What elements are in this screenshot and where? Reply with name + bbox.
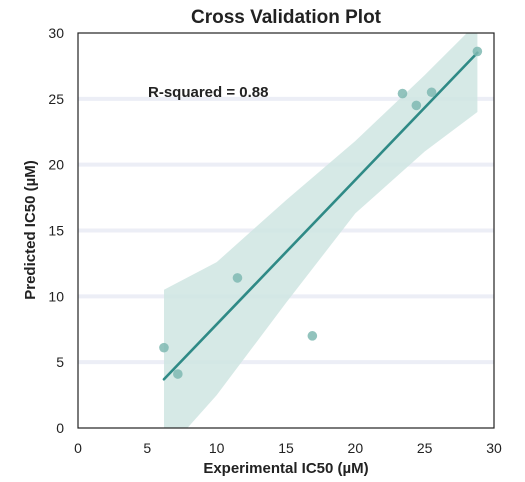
x-tick-label: 25 <box>417 440 433 456</box>
y-tick-label: 30 <box>48 25 64 41</box>
r-squared-annotation: R-squared = 0.88 <box>148 84 268 101</box>
data-point <box>411 100 422 111</box>
y-tick-label: 20 <box>48 157 64 173</box>
x-tick-label: 30 <box>486 440 502 456</box>
x-tick-label: 0 <box>74 440 82 456</box>
x-tick-label: 5 <box>143 440 151 456</box>
y-tick-label: 10 <box>48 288 64 304</box>
x-axis-ticks: 0 5 10 15 20 25 30 <box>74 440 502 456</box>
x-tick-label: 15 <box>278 440 294 456</box>
y-axis-ticks: 0 5 10 15 20 25 30 <box>48 25 64 436</box>
data-points-layer <box>159 46 483 379</box>
y-tick-label: 25 <box>48 91 64 107</box>
x-tick-label: 10 <box>209 440 225 456</box>
data-point <box>397 88 408 99</box>
chart-title: Cross Validation Plot <box>191 7 382 28</box>
y-tick-label: 15 <box>48 223 64 239</box>
y-axis-title: Predicted IC50 (µM) <box>22 160 39 300</box>
data-point <box>232 273 243 283</box>
confidence-band <box>164 33 478 428</box>
data-point <box>307 331 318 341</box>
x-axis-title: Experimental IC50 (µM) <box>203 460 368 477</box>
data-point <box>173 369 183 379</box>
data-point <box>426 87 437 98</box>
regression-line <box>162 51 479 381</box>
data-point <box>472 46 483 57</box>
data-point <box>159 342 169 353</box>
y-tick-label: 0 <box>56 420 64 436</box>
regression-line-layer <box>162 51 479 381</box>
confidence-band-layer <box>164 33 478 428</box>
plot-frame <box>77 32 495 429</box>
y-tick-label: 5 <box>56 354 64 370</box>
x-tick-label: 20 <box>348 440 364 456</box>
